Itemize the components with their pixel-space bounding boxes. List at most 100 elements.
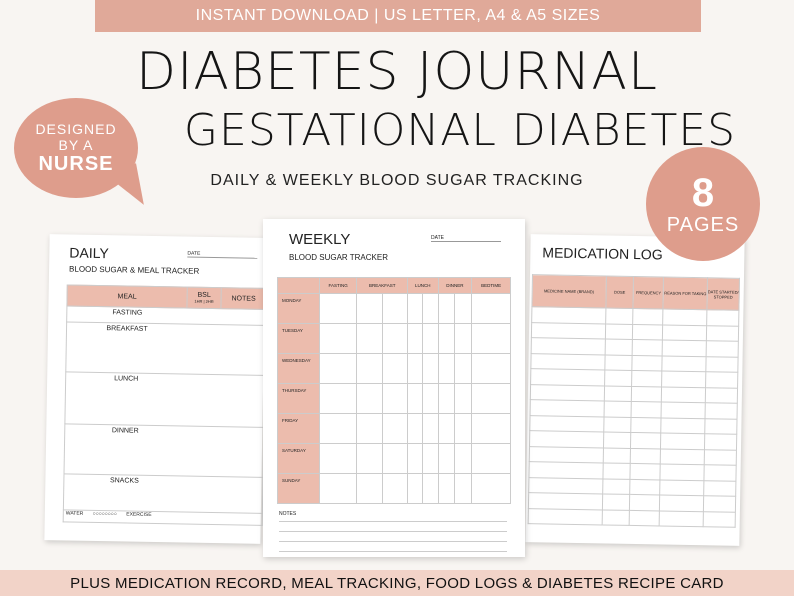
table-row: MONDAY: [277, 293, 511, 324]
tagline: DAILY & WEEKLY BLOOD SUGAR TRACKING: [210, 172, 584, 189]
weekly-cell: [471, 293, 511, 324]
med-col-header: REASON FOR TAKING: [663, 276, 708, 310]
weekly-day-label: TUESDAY: [277, 323, 320, 354]
table-row: SUNDAY: [277, 473, 511, 504]
weekly-cell: [381, 413, 409, 444]
weekly-cell: [422, 383, 439, 414]
weekly-notes-label: NOTES: [279, 511, 297, 517]
weekly-cell: [454, 473, 473, 504]
table-row: THURSDAY: [277, 383, 511, 414]
daily-row-label: FASTING: [112, 309, 143, 317]
weekly-cell: [471, 473, 511, 504]
weekly-cell: [318, 413, 358, 444]
medication-header-row: MEDICINE NAME (BRAND) DOSE FREQUENCY REA…: [531, 274, 740, 311]
weekly-cell: [407, 323, 424, 354]
weekly-cell: [356, 353, 383, 384]
weekly-cell: [422, 473, 439, 504]
water-label: WATER: [65, 510, 84, 517]
daily-row-label: BREAKFAST: [106, 325, 148, 333]
weekly-cell: [318, 473, 358, 504]
weekly-cell: [318, 383, 358, 414]
weekly-cell: [437, 353, 456, 384]
weekly-day-label: FRIDAY: [277, 413, 320, 444]
notes-line: [279, 541, 507, 542]
weekly-cell: [407, 353, 424, 384]
weekly-cell: [454, 443, 473, 474]
notes-line: [279, 551, 507, 552]
medication-log-page: MEDICATION LOG MEDICINE NAME (BRAND) DOS…: [525, 234, 745, 546]
weekly-cell: [356, 443, 383, 474]
weekly-cell: [318, 323, 358, 354]
weekly-cell: [471, 353, 511, 384]
weekly-cell: [454, 323, 473, 354]
med-col-header: FREQUENCY: [633, 276, 664, 309]
daily-row: SNACKS: [62, 474, 264, 514]
table-row: WEDNESDAY: [277, 353, 511, 384]
medication-table: MEDICINE NAME (BRAND) DOSE FREQUENCY REA…: [528, 274, 740, 528]
weekly-col-header: FASTING: [318, 277, 358, 294]
daily-row: LUNCH: [64, 372, 266, 428]
daily-tracker-page: DAILY BLOOD SUGAR & MEAL TRACKER DATE ME…: [44, 234, 267, 544]
table-row: FRIDAY: [277, 413, 511, 444]
weekly-cell: [356, 293, 383, 324]
daily-grid: MEAL BSL 1HR | 2HR NOTES FASTING BREAKFA…: [62, 284, 267, 526]
nurse-speech-bubble: DESIGNED BY A NURSE: [14, 98, 138, 198]
daily-row: DINNER: [63, 424, 265, 478]
weekly-cell: [422, 293, 439, 324]
weekly-cell: [356, 413, 383, 444]
bottom-banner: PLUS MEDICATION RECORD, MEAL TRACKING, F…: [0, 570, 794, 596]
table-row: SATURDAY: [277, 443, 511, 474]
weekly-cell: [356, 473, 383, 504]
notes-line: [279, 521, 507, 522]
weekly-cell: [407, 293, 424, 324]
med-col-header: MEDICINE NAME (BRAND): [531, 274, 607, 308]
daily-title: DAILY: [69, 244, 109, 262]
weekly-cell: [437, 473, 456, 504]
med-col-header: DATE STARTED/ STOPPED: [706, 277, 740, 311]
main-title: DIABETES JOURNAL: [136, 42, 658, 102]
weekly-cell: [471, 323, 511, 354]
weekly-cell: [381, 443, 409, 474]
table-row: TUESDAY: [277, 323, 511, 354]
weekly-cell: [471, 443, 511, 474]
top-banner: INSTANT DOWNLOAD | US LETTER, A4 & A5 SI…: [95, 0, 701, 32]
med-col-header: DOSE: [605, 275, 634, 309]
weekly-cell: [454, 383, 473, 414]
weekly-cell: [381, 383, 409, 414]
daily-col-notes: NOTES: [231, 294, 256, 303]
weekly-header-row: FASTING BREAKFAST LUNCH DINNER BEDTIME: [277, 277, 511, 294]
secondary-title: GESTATIONAL DIABETES: [183, 105, 737, 156]
bubble-line-1: DESIGNED: [35, 120, 117, 137]
weekly-cell: [318, 293, 358, 324]
weekly-cell: [422, 443, 439, 474]
weekly-day-label: MONDAY: [277, 293, 320, 324]
weekly-cell: [381, 323, 409, 354]
weekly-cell: [454, 353, 473, 384]
weekly-cell: [318, 443, 358, 474]
weekly-cell: [454, 293, 473, 324]
weekly-cell: [381, 473, 409, 504]
weekly-cell: [356, 323, 383, 354]
weekly-col-header: BREAKFAST: [356, 277, 409, 294]
weekly-cell: [422, 413, 439, 444]
weekly-cell: [356, 383, 383, 414]
daily-col-bsl: BSL 1HR | 2HR: [187, 287, 222, 309]
medication-title: MEDICATION LOG: [542, 244, 663, 263]
weekly-cell: [407, 443, 424, 474]
weekly-day-label: SUNDAY: [277, 473, 320, 504]
weekly-cell: [422, 353, 439, 384]
weekly-cell: [407, 473, 424, 504]
weekly-corner-cell: [277, 277, 320, 294]
weekly-cell: [471, 413, 511, 444]
weekly-cell: [437, 413, 456, 444]
daily-footer-row: WATER ○○○○○○○○ EXERCISE: [62, 510, 263, 526]
daily-row-label: LUNCH: [114, 375, 139, 383]
weekly-tracker-page: WEEKLY BLOOD SUGAR TRACKER DATE FASTING …: [263, 219, 525, 557]
daily-col-meal: MEAL: [67, 285, 188, 308]
table-row: [528, 508, 736, 528]
weekly-day-label: SATURDAY: [277, 443, 320, 474]
notes-line: [279, 531, 507, 532]
bubble-line-3: NURSE: [38, 152, 114, 175]
weekly-cell: [422, 323, 439, 354]
pages-label: PAGES: [666, 213, 740, 236]
